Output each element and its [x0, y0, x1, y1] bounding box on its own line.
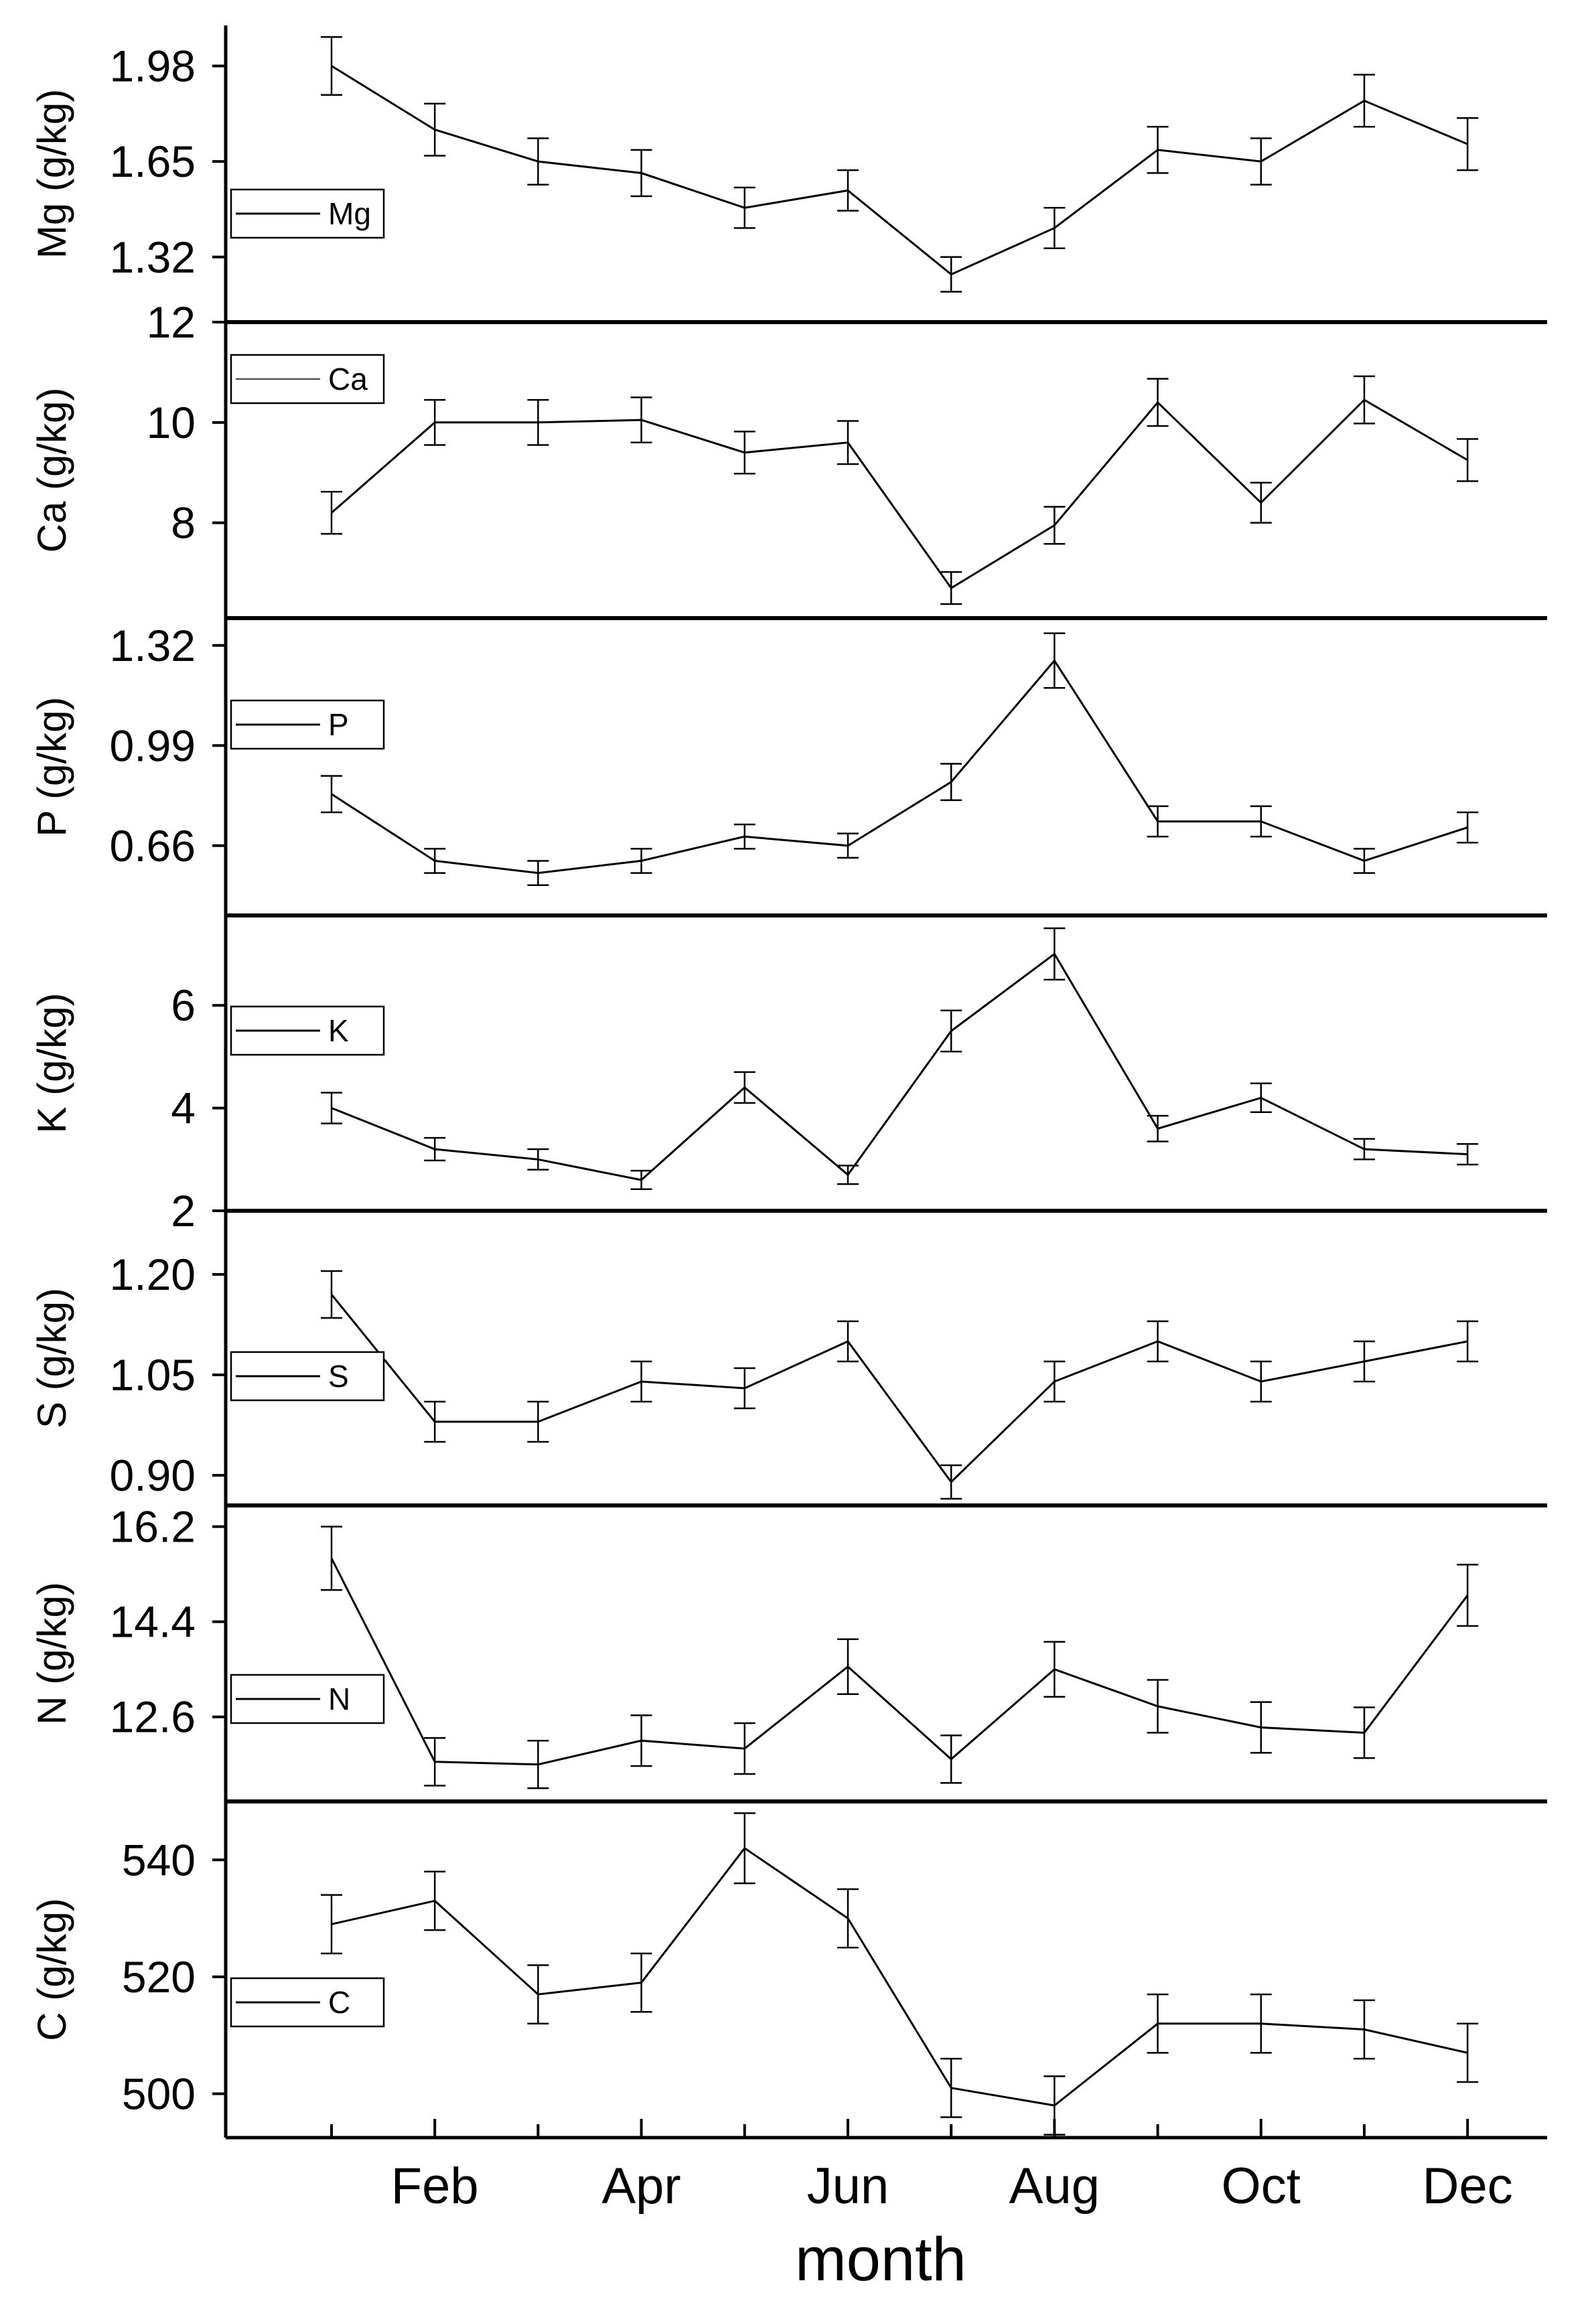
- panel-mg-y-title: Mg (g/kg): [29, 89, 74, 258]
- panel-s-series-line: [330, 1294, 1468, 1484]
- panel-p-y-title: P (g/kg): [29, 697, 74, 837]
- chart-panels: 1.32 1.65 1.98 Mg (g/kg) Mg 8 10 12 Ca (g/kg) Ca 0…: [29, 25, 1547, 2138]
- panel-s-legend: S: [230, 1351, 385, 1402]
- panel-k-ytick-label: 2: [171, 1186, 196, 1236]
- panel-c-legend: C: [230, 1977, 385, 2028]
- legend-label: Mg: [328, 196, 371, 231]
- x-axis: Feb Apr Jun Aug Oct Dec: [226, 2119, 1547, 2215]
- panel-ca-ytick-label: 12: [147, 297, 196, 347]
- panel-k-series-line: [331, 952, 1468, 1181]
- panel-s-ytick-label: 1.05: [110, 1350, 196, 1400]
- panel-n-ytick-label: 12.6: [110, 1692, 196, 1742]
- panel-mg-ytick-label: 1.98: [110, 42, 196, 91]
- panel-k-y-title: K (g/kg): [29, 992, 74, 1133]
- panel-ca-legend: Ca: [230, 354, 385, 404]
- panel-s: 0.90 1.05 1.20 S (g/kg) S: [29, 1209, 1547, 1505]
- panel-p-ytick-label: 0.99: [110, 721, 196, 770]
- panel-mg-legend: Mg: [230, 188, 385, 239]
- panel-p-ytick-label: 0.66: [110, 821, 196, 871]
- panel-mg: 1.32 1.65 1.98 Mg (g/kg) Mg: [29, 25, 1479, 322]
- x-axis-title: month: [795, 2225, 966, 2294]
- panel-p-legend: P: [230, 699, 385, 750]
- legend-label: K: [328, 1013, 349, 1048]
- panel-n-y-title: N (g/kg): [29, 1582, 74, 1724]
- panel-n-legend: N: [230, 1674, 385, 1724]
- panel-mg-series-line: [331, 65, 1468, 276]
- panel-n-ytick-label: 14.4: [110, 1597, 196, 1647]
- legend-label: N: [328, 1682, 350, 1716]
- legend-label: Ca: [328, 362, 368, 396]
- panel-c-ytick-label: 520: [122, 1952, 196, 2002]
- panel-c-ytick-label: 500: [122, 2069, 196, 2119]
- panel-c-series-line: [331, 1846, 1468, 2107]
- legend-label: S: [328, 1359, 349, 1394]
- panel-k-legend: K: [230, 1005, 385, 1056]
- panel-p: 0.66 0.99 1.32 P (g/kg) P: [29, 616, 1547, 915]
- panel-s-ytick-label: 1.20: [110, 1250, 196, 1299]
- legend-label: C: [328, 1985, 350, 2020]
- x-tick-label: Dec: [1423, 2158, 1513, 2215]
- panel-ca: 8 10 12 Ca (g/kg) Ca: [29, 297, 1547, 618]
- panel-k-ytick-label: 6: [171, 980, 196, 1030]
- panel-n: 12.6 14.4 16.2 N (g/kg) N: [29, 1502, 1547, 1801]
- panel-s-ytick-label: 0.90: [110, 1451, 196, 1500]
- panel-mg-ytick-label: 1.32: [110, 232, 196, 282]
- panel-s-y-title: S (g/kg): [29, 1288, 74, 1428]
- panel-k-ytick-label: 4: [171, 1084, 196, 1133]
- panel-n-ytick-label: 16.2: [110, 1502, 196, 1552]
- panel-c-y-title: C (g/kg): [29, 1898, 74, 2041]
- x-tick-label: Feb: [391, 2158, 479, 2215]
- legend-label: P: [328, 707, 349, 742]
- panel-n-series-line: [330, 1558, 1469, 1766]
- panel-ca-ytick-label: 10: [147, 398, 196, 447]
- x-tick-label: Aug: [1009, 2158, 1100, 2215]
- panel-k: 2 4 6 K (g/kg) K: [29, 913, 1547, 1236]
- panel-ca-series-line: [331, 398, 1468, 590]
- x-tick-label: Apr: [601, 2158, 680, 2215]
- panel-mg-ytick-label: 1.65: [110, 137, 196, 186]
- x-tick-label: Oct: [1222, 2158, 1301, 2215]
- panel-p-series-line: [331, 658, 1468, 875]
- panel-c: 500 520 540 C (g/kg) C: [29, 1799, 1547, 2138]
- panel-ca-ytick-label: 8: [171, 498, 196, 548]
- panel-c-ytick-label: 540: [122, 1835, 196, 1884]
- panel-p-ytick-label: 1.32: [110, 621, 196, 670]
- x-tick-label: Jun: [807, 2158, 889, 2215]
- panel-ca-y-title: Ca (g/kg): [29, 388, 74, 553]
